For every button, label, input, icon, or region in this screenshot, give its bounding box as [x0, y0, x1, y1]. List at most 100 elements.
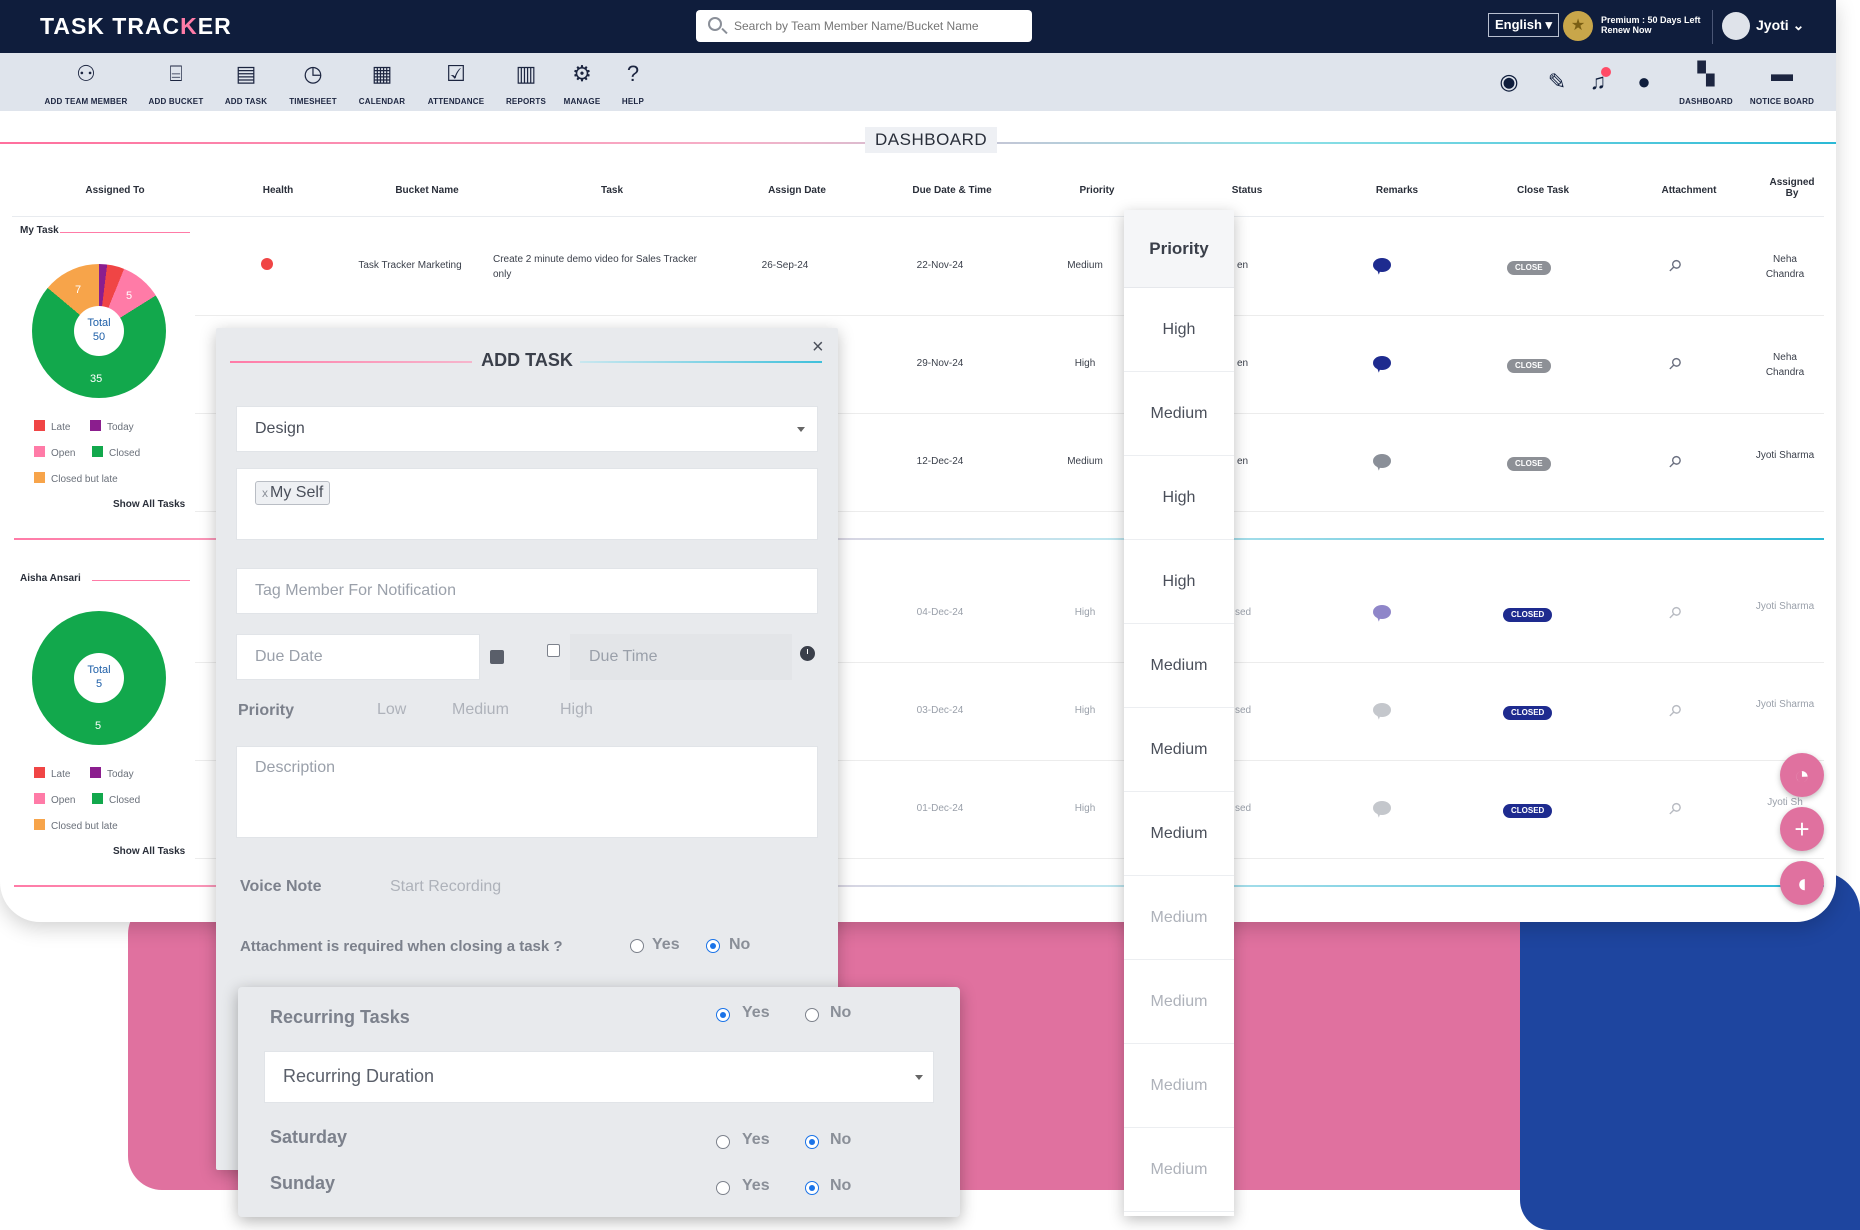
priority-option[interactable]: Medium — [1124, 876, 1234, 960]
add-bucket-button[interactable]: ⌸ ADD BUCKET — [148, 61, 204, 106]
renew-now-link[interactable]: Renew Now — [1601, 25, 1652, 35]
priority-medium[interactable]: Medium — [452, 701, 509, 718]
priority-option[interactable]: Medium — [1124, 624, 1234, 708]
remarks-icon[interactable] — [1373, 454, 1391, 468]
recurring-yes-label: Yes — [742, 1004, 770, 1021]
add-task-button[interactable]: ▤ ADD TASK — [224, 61, 268, 106]
close-task-button[interactable]: CLOSE — [1507, 359, 1551, 373]
show-all-tasks-link[interactable]: Show All Tasks — [113, 846, 186, 857]
table-row[interactable]: 04-Dec-24 High sed CLOSED ⚲ Jyoti Sharma — [195, 565, 1824, 663]
priority-option[interactable]: Medium — [1124, 792, 1234, 876]
close-task-button[interactable]: CLOSE — [1507, 457, 1551, 471]
table-row[interactable]: 01-Dec-24 High sed CLOSED ⚲ Jyoti Sh — [195, 761, 1824, 859]
tag-member-input[interactable]: Tag Member For Notification — [236, 568, 818, 614]
dashboard-button[interactable]: ▚ DASHBOARD — [1679, 61, 1733, 106]
language-select[interactable]: English ▾ — [1488, 13, 1560, 37]
premium-star-icon[interactable]: ★ — [1563, 11, 1593, 41]
reports-button[interactable]: ▥ REPORTS — [505, 61, 547, 106]
search-icon — [708, 17, 722, 31]
eye-icon[interactable]: ◉ — [1499, 69, 1519, 94]
clock-icon[interactable] — [800, 646, 815, 661]
col-priority: Priority — [1079, 185, 1115, 196]
chat-icon[interactable]: ◖ — [1780, 861, 1824, 905]
assignee-field[interactable]: x My Self — [236, 468, 818, 540]
priority-option[interactable]: Medium — [1124, 372, 1234, 456]
priority-option[interactable]: High — [1124, 456, 1234, 540]
saturday-yes-radio[interactable] — [716, 1135, 730, 1149]
sunday-yes-radio[interactable] — [716, 1181, 730, 1195]
search-input[interactable] — [734, 10, 1024, 42]
add-team-member-button[interactable]: ⚇ ADD TEAM MEMBER — [44, 61, 128, 106]
priority-option[interactable]: Medium — [1124, 1044, 1234, 1128]
help-button[interactable]: ? HELP — [621, 61, 645, 106]
calendar-icon[interactable] — [490, 650, 504, 664]
remarks-icon[interactable] — [1373, 801, 1391, 815]
due-time-checkbox[interactable] — [547, 644, 560, 657]
timesheet-button[interactable]: ◷ TIMESHEET — [289, 61, 337, 106]
remarks-icon[interactable] — [1373, 356, 1391, 370]
assignee-chip-label: My Self — [270, 484, 324, 501]
remarks-icon[interactable] — [1373, 605, 1391, 619]
remove-chip-icon[interactable]: x — [262, 486, 268, 500]
priority-option[interactable]: High — [1124, 288, 1234, 372]
remarks-icon[interactable] — [1373, 703, 1391, 717]
timer-icon[interactable]: ◔ — [1780, 753, 1824, 797]
notice-board-icon: ▬ — [1771, 61, 1793, 86]
status: sed — [1235, 705, 1252, 716]
bucket-select[interactable]: Design — [236, 406, 818, 452]
attendance-button[interactable]: ☑ ATTENDANCE — [427, 61, 485, 106]
table-row[interactable]: 03-Dec-24 High sed CLOSED ⚲ Jyoti Sharma — [195, 663, 1824, 761]
status: sed — [1235, 803, 1252, 814]
tag-member-placeholder: Tag Member For Notification — [255, 582, 456, 599]
add-icon[interactable]: + — [1780, 807, 1824, 851]
user-menu[interactable]: Jyoti ⌄ — [1756, 17, 1805, 33]
premium-status[interactable]: Premium : 50 Days Left Renew Now — [1601, 15, 1701, 35]
show-all-tasks-link[interactable]: Show All Tasks — [113, 499, 186, 510]
attachment-icon[interactable]: ⚲ — [1664, 452, 1685, 473]
attachment-icon[interactable]: ⚲ — [1664, 701, 1685, 722]
close-task-button[interactable]: CLOSE — [1507, 261, 1551, 275]
recurring-no-radio[interactable] — [805, 1008, 819, 1022]
priority-option[interactable]: Medium — [1124, 708, 1234, 792]
close-icon[interactable]: × — [812, 336, 824, 358]
manage-button[interactable]: ⚙ MANAGE — [563, 61, 601, 106]
due-date-input[interactable]: Due Date — [236, 634, 480, 680]
attachment-icon[interactable]: ⚲ — [1664, 799, 1685, 820]
attachment-icon[interactable]: ⚲ — [1664, 603, 1685, 624]
priority-option[interactable]: Medium — [1124, 960, 1234, 1044]
priority-low[interactable]: Low — [377, 701, 407, 718]
assignee-chip[interactable]: x My Self — [255, 481, 331, 505]
notice-board-button[interactable]: ▬ NOTICE BOARD — [1749, 61, 1815, 106]
description-textarea[interactable]: Description — [236, 746, 818, 838]
table-row[interactable]: 29-Nov-24 High en CLOSE ⚲ Neha Chandra — [195, 316, 1824, 414]
col-bucket-name: Bucket Name — [395, 185, 459, 196]
attachment-icon[interactable]: ⚲ — [1664, 256, 1685, 277]
legend-today: Today — [90, 420, 134, 433]
priority-high[interactable]: High — [560, 701, 593, 718]
attachment-no-radio[interactable] — [706, 939, 720, 953]
top-bar: TASK TRACKER English ▾ ★ Premium : 50 Da… — [0, 0, 1836, 53]
closed-badge[interactable]: CLOSED — [1503, 608, 1553, 622]
table-row[interactable]: 12-Dec-24 Medium en CLOSE ⚲ Jyoti Sharma — [195, 414, 1824, 512]
remarks-icon[interactable] — [1373, 258, 1391, 272]
recurring-yes-radio[interactable] — [716, 1008, 730, 1022]
priority-option[interactable]: Medium — [1124, 1128, 1234, 1212]
col-remarks: Remarks — [1375, 185, 1419, 196]
attachment-icon[interactable]: ⚲ — [1664, 354, 1685, 375]
calendar-button[interactable]: ▦ CALENDAR — [358, 61, 406, 106]
recurring-duration-select[interactable]: Recurring Duration — [264, 1051, 934, 1103]
video-icon[interactable]: ● — [1637, 69, 1651, 94]
saturday-no-radio[interactable] — [805, 1135, 819, 1149]
search-box[interactable] — [696, 10, 1032, 42]
table-row[interactable]: Task Tracker Marketing Create 2 minute d… — [195, 218, 1824, 316]
closed-badge[interactable]: CLOSED — [1503, 706, 1553, 720]
edit-icon[interactable]: ✎ — [1547, 69, 1567, 94]
priority-option[interactable]: High — [1124, 540, 1234, 624]
start-recording-button[interactable]: Start Recording — [390, 878, 502, 895]
due-time-input[interactable]: Due Time — [570, 634, 792, 680]
legend-late: Late — [34, 420, 70, 433]
avatar[interactable] — [1722, 12, 1750, 40]
attachment-yes-radio[interactable] — [630, 939, 644, 953]
closed-badge[interactable]: CLOSED — [1503, 804, 1553, 818]
sunday-no-radio[interactable] — [805, 1181, 819, 1195]
